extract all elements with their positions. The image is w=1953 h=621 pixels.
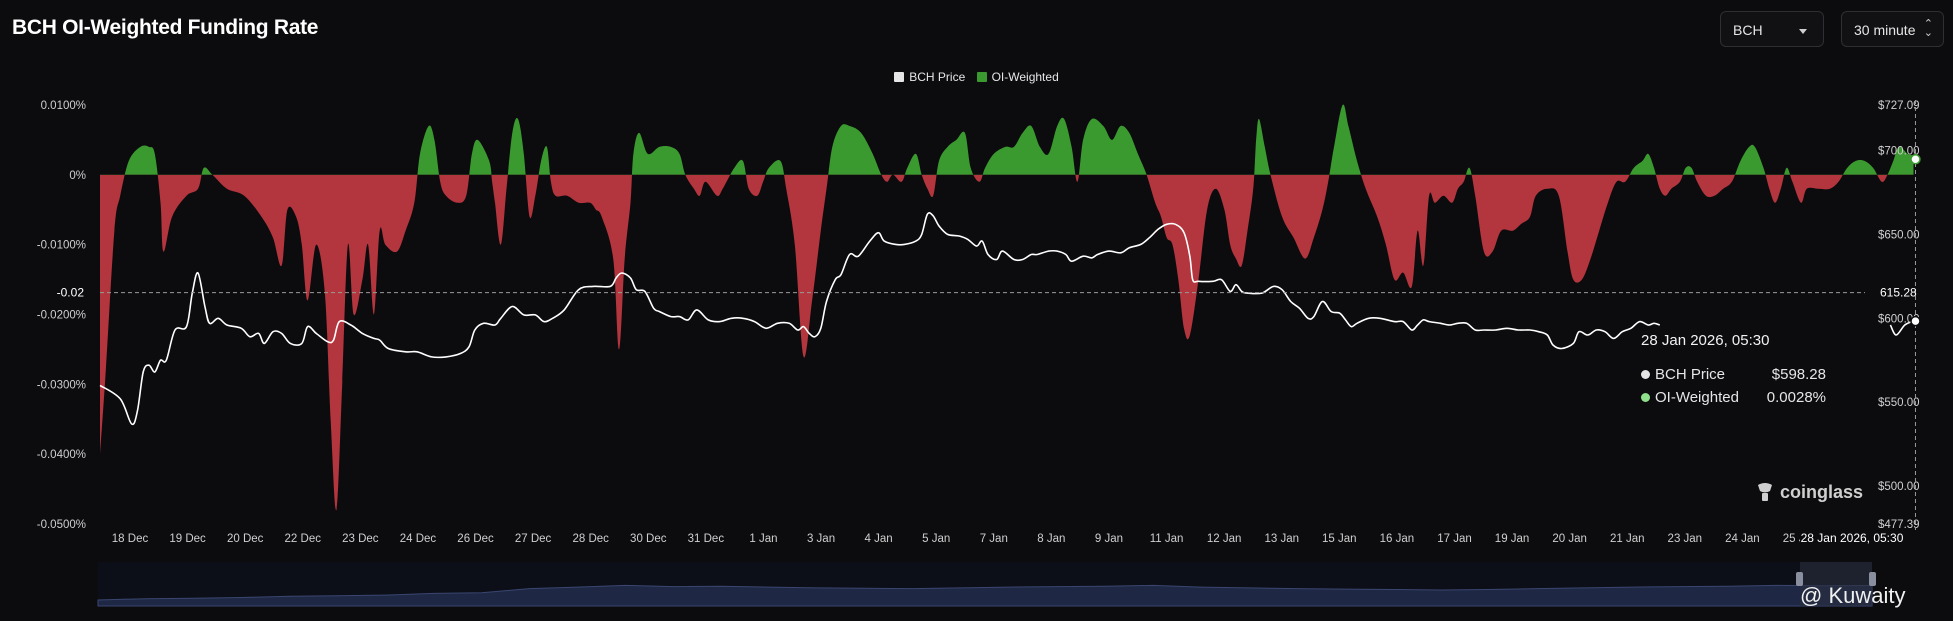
x-axis-tick-label: 28 Dec [572,533,609,545]
x-axis-tick-label: 23 Dec [342,533,379,545]
bch-price-line [99,212,1661,426]
x-axis-tick-label: 17 Jan [1437,533,1472,545]
navigator-handle-right [1869,572,1876,586]
x-axis-tick-label: 31 Dec [688,533,725,545]
page-title: BCH OI-Weighted Funding Rate [12,16,319,39]
left-axis-tick-label: -0.0100% [37,240,86,252]
tooltip-label-price: BCH Price [1655,366,1726,383]
right-axis-tick-label: $700.00 [1878,145,1920,157]
navigator-handle-left [1796,572,1803,586]
x-axis-tick-label: 11 Jan [1150,533,1184,545]
legend-label-price: BCH Price [909,70,966,84]
x-axis-tick-label: 20 Jan [1552,533,1587,545]
x-axis-tick-label: 19 Dec [169,533,206,545]
watermark-text: coinglass [1780,481,1864,502]
x-axis-tick-label: 12 Jan [1207,533,1242,545]
symbol-select[interactable]: BCH [1720,11,1824,47]
x-axis-tick-label: 22 Dec [285,533,322,545]
crosshair-y-right-label: 615.28 [1880,286,1917,300]
right-axis-tick-label: $500.00 [1878,481,1920,493]
legend-swatch-price [894,72,905,82]
right-axis: $727.09 $700.00 $650.00 $600.00 $550.00 $500.… [1878,100,1920,531]
tooltip-value-price: $598.28 [1771,366,1826,383]
x-axis-tick-label: 26 Dec [457,533,494,545]
left-axis-tick-label: 0% [69,170,86,182]
interval-select-value: 30 minute [1854,22,1916,38]
x-axis-tick-label: 19 Jan [1495,533,1530,545]
tooltip-title: 28 Jan 2026, 05:30 [1641,332,1770,349]
legend-label-oi-weighted: OI-Weighted [991,70,1059,84]
right-axis-tick-label: $650.00 [1878,229,1920,241]
tooltip-row-price: BCH Price $598.28 [1641,366,1826,383]
tooltip-dot-oi [1641,393,1650,402]
right-axis-tick-label: $727.09 [1878,100,1920,112]
price-line-group [99,212,1914,426]
x-axis-tick-label: 15 Jan [1322,533,1357,545]
right-axis-tick-label: $600.00 [1878,313,1920,325]
right-axis-tick-label: $550.00 [1878,397,1920,409]
x-axis-tick-label: 30 Dec [630,533,667,545]
x-axis-tick-label: 24 Jan [1725,533,1760,545]
legend-swatch-oi-weighted [976,72,987,82]
chart-legend: BCH Price OI-Weighted [0,70,1953,85]
left-axis-tick-label: -0.0500% [37,519,86,531]
x-axis-tick-label: 1 Jan [749,533,777,545]
x-axis-tick-label: 8 Jan [1037,533,1065,545]
left-axis-tick-label: -0.0400% [37,449,86,461]
funding-area-group [100,104,1914,511]
tooltip-label-oi: OI-Weighted [1655,389,1739,406]
price-point-marker [1910,315,1921,327]
interval-select[interactable]: 30 minute ⌃ ⌄ [1841,11,1944,47]
author-credit: @ Kuwaity [1800,583,1905,609]
crosshair: -0.02 615.28 28 Jan 2026, 05:30 [57,100,1921,548]
symbol-select-value: BCH [1733,22,1763,38]
left-axis: 0.0100% 0% -0.0100% -0.0200% -0.0300% -0.0400… [37,100,86,531]
legend-item-price[interactable]: BCH Price [894,70,965,84]
left-axis-tick-label: -0.0200% [37,310,86,322]
oi-weighted-positive-area [100,104,1914,175]
bch-price-line-tail [1889,320,1914,336]
navigator-area [97,584,1873,607]
left-axis-tick-label: -0.0300% [37,379,86,391]
tooltip-dot-price [1641,370,1650,379]
x-axis-tick-label: 7 Jan [980,533,1008,545]
x-axis-tick-label: 20 Dec [227,533,264,545]
navigator-selection [1800,562,1872,606]
tooltip-value-oi: 0.0028% [1766,389,1826,406]
sort-arrows-icon: ⌃ ⌄ [1923,18,1933,39]
x-axis-tick-label: 13 Jan [1264,533,1299,545]
x-axis-tick-label: 16 Jan [1380,533,1415,545]
x-axis-tick-label: 9 Jan [1095,533,1123,545]
x-axis-tick-label: 24 Dec [400,533,437,545]
tooltip-row-oi: OI-Weighted 0.0028% [1641,389,1826,406]
x-axis-tick-label: 5 Jan [922,533,950,545]
coinglass-watermark: coinglass [1755,481,1863,503]
credit-text: @ Kuwaity [1800,583,1906,608]
x-axis-tick-label: 27 Dec [515,533,552,545]
legend-item-oi-weighted[interactable]: OI-Weighted [976,70,1059,84]
x-axis-tick-label: 23 Jan [1668,533,1703,545]
tooltip: 28 Jan 2026, 05:30 BCH Price $598.28 OI-… [1628,318,1836,418]
oi-point-marker [1910,154,1921,165]
oi-weighted-negative-area [100,174,1888,511]
navigator [97,562,1876,607]
coinglass-logo-icon [1758,483,1772,501]
chevron-down-icon [1799,29,1807,34]
x-axis-tick-label: 4 Jan [865,533,893,545]
crosshair-x-label: 28 Jan 2026, 05:30 [1801,531,1904,545]
x-axis-tick-label: 3 Jan [807,533,835,545]
crosshair-x-label-bg [1800,528,1906,548]
x-axis-tick-label: 21 Jan [1610,533,1645,545]
x-axis-tick-label: 18 Dec [112,533,149,545]
x-axis: 18 Dec 19 Dec 20 Dec 22 Dec 23 Dec 24 Dec 26 D… [112,533,1817,545]
left-axis-tick-label: 0.0100% [41,100,86,112]
crosshair-y-left-label: -0.02 [57,286,85,300]
